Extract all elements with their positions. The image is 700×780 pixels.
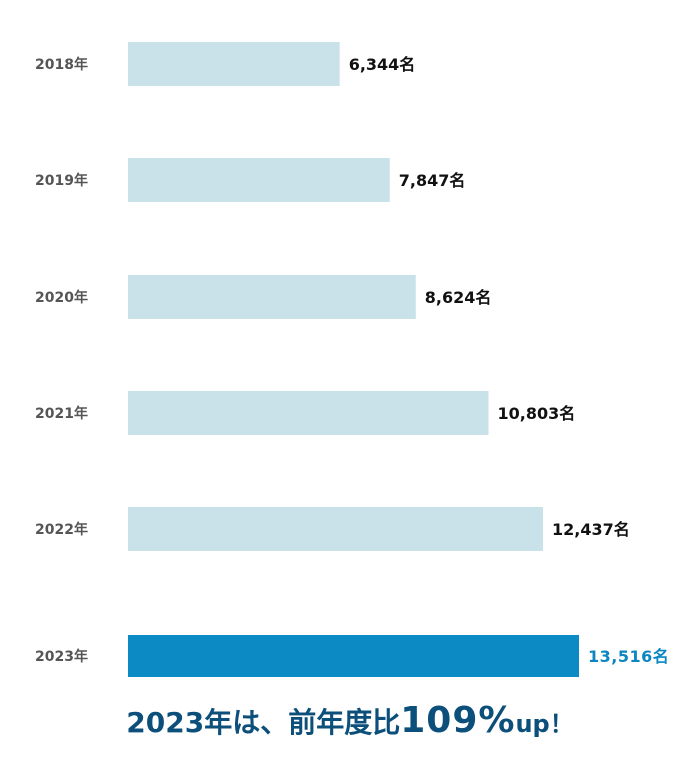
- value-label-1: 7,847名: [399, 171, 466, 190]
- value-label-0: 6,344名: [349, 55, 416, 74]
- category-label-1: 2019年: [35, 172, 88, 189]
- bar-3: [128, 391, 489, 435]
- headline-number: 109%: [400, 700, 516, 741]
- headline-prefix: 2023年は、前年度比: [126, 706, 401, 739]
- value-label-5: 13,516名: [588, 647, 669, 666]
- headline: 2023年は、前年度比109%up！: [0, 703, 700, 739]
- category-label-2: 2020年: [35, 289, 88, 306]
- category-label-0: 2018年: [35, 56, 88, 73]
- bar-4: [128, 507, 543, 551]
- bar-5: [128, 635, 579, 677]
- value-label-4: 12,437名: [552, 520, 630, 539]
- value-label-3: 10,803名: [498, 404, 576, 423]
- category-label-3: 2021年: [35, 405, 88, 422]
- headline-suffix: up！: [515, 710, 574, 738]
- bar-2: [128, 275, 416, 319]
- bar-1: [128, 158, 390, 202]
- value-label-2: 8,624名: [425, 288, 492, 307]
- bar-chart: 2018年 6,344名 2019年 7,847名 2020年 8,624名 2021年 10…: [35, 42, 669, 677]
- bar-0: [128, 42, 340, 86]
- category-label-5: 2023年: [35, 648, 88, 665]
- category-label-4: 2022年: [35, 521, 88, 538]
